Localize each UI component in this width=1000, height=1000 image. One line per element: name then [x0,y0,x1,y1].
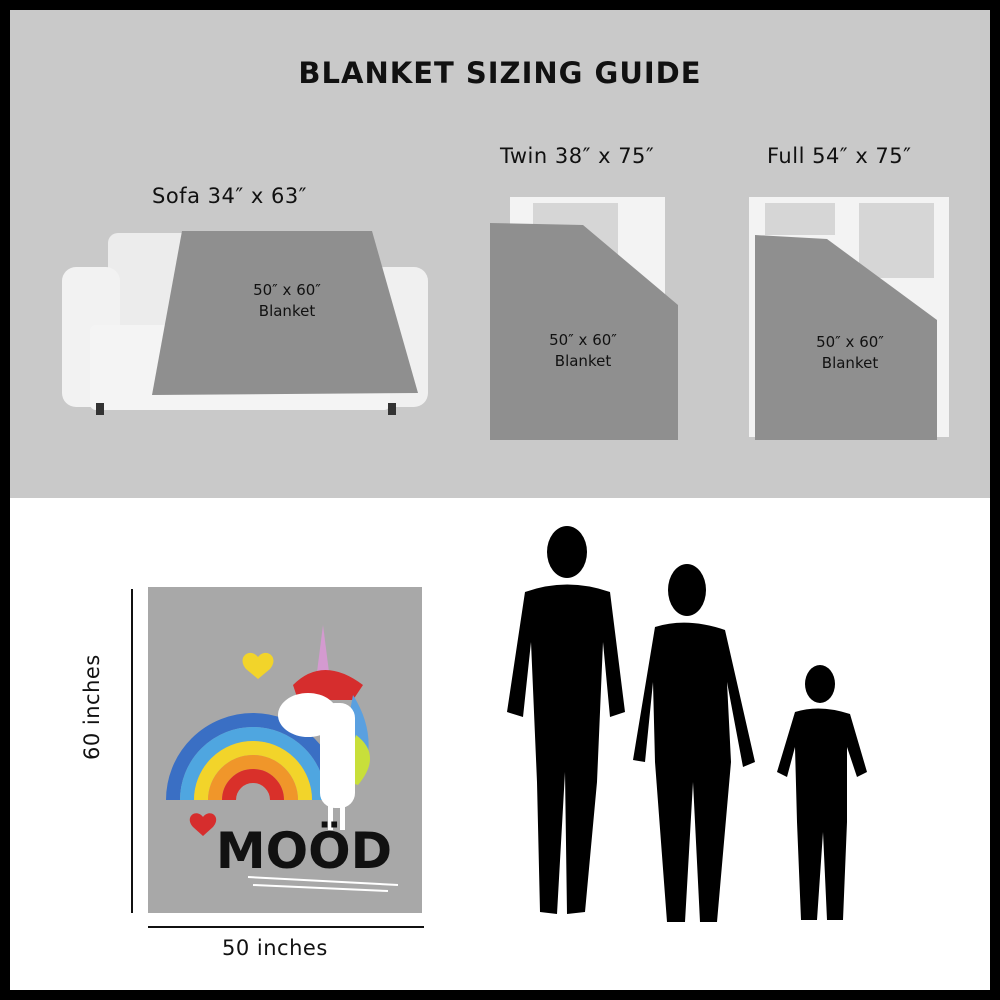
blanket-word: Blanket [258,302,316,320]
child-silhouette [777,665,867,920]
twin-bed-illustration [490,197,678,440]
sizing-panel: BLANKET SIZING GUIDE Sofa 34″ x 63″ Twin… [10,10,990,498]
full-bed-illustration [749,197,949,440]
man-silhouette [507,526,625,914]
full-size-label: Full 54″ x 75″ [767,144,912,168]
height-label: 60 inches [80,654,104,760]
height-label-text: 60 inches [80,654,104,760]
sofa-blanket-label: 50″ x 60″ Blanket [217,280,357,322]
sofa-blanket [152,231,418,395]
sizing-guide-image: BLANKET SIZING GUIDE Sofa 34″ x 63″ Twin… [10,10,990,990]
woman-silhouette [633,564,755,922]
blanket-word: Blanket [554,352,612,370]
width-label: 50 inches [222,936,328,960]
full-blanket [755,235,937,440]
heart-icon [242,652,274,679]
twin-blanket [490,223,678,440]
page-title: BLANKET SIZING GUIDE [298,56,702,90]
sofa-size-label: Sofa 34″ x 63″ [152,184,308,208]
full-blanket-label: 50″ x 60″ Blanket [780,332,920,374]
sofa-illustration [62,231,428,415]
heart-icon [189,813,217,836]
blanket-word: Blanket [821,354,879,372]
twin-blanket-label: 50″ x 60″ Blanket [513,330,653,372]
design-text: MOÖD [216,821,392,880]
people-silhouettes [507,526,867,922]
product-blanket: MOÖD [131,587,424,928]
unicorn-graphic [278,625,371,830]
blanket-dimensions: 50″ x 60″ [253,281,321,299]
blanket-dimensions: 50″ x 60″ [816,333,884,351]
blanket-dimensions: 50″ x 60″ [549,331,617,349]
twin-size-label: Twin 38″ x 75″ [500,144,655,168]
